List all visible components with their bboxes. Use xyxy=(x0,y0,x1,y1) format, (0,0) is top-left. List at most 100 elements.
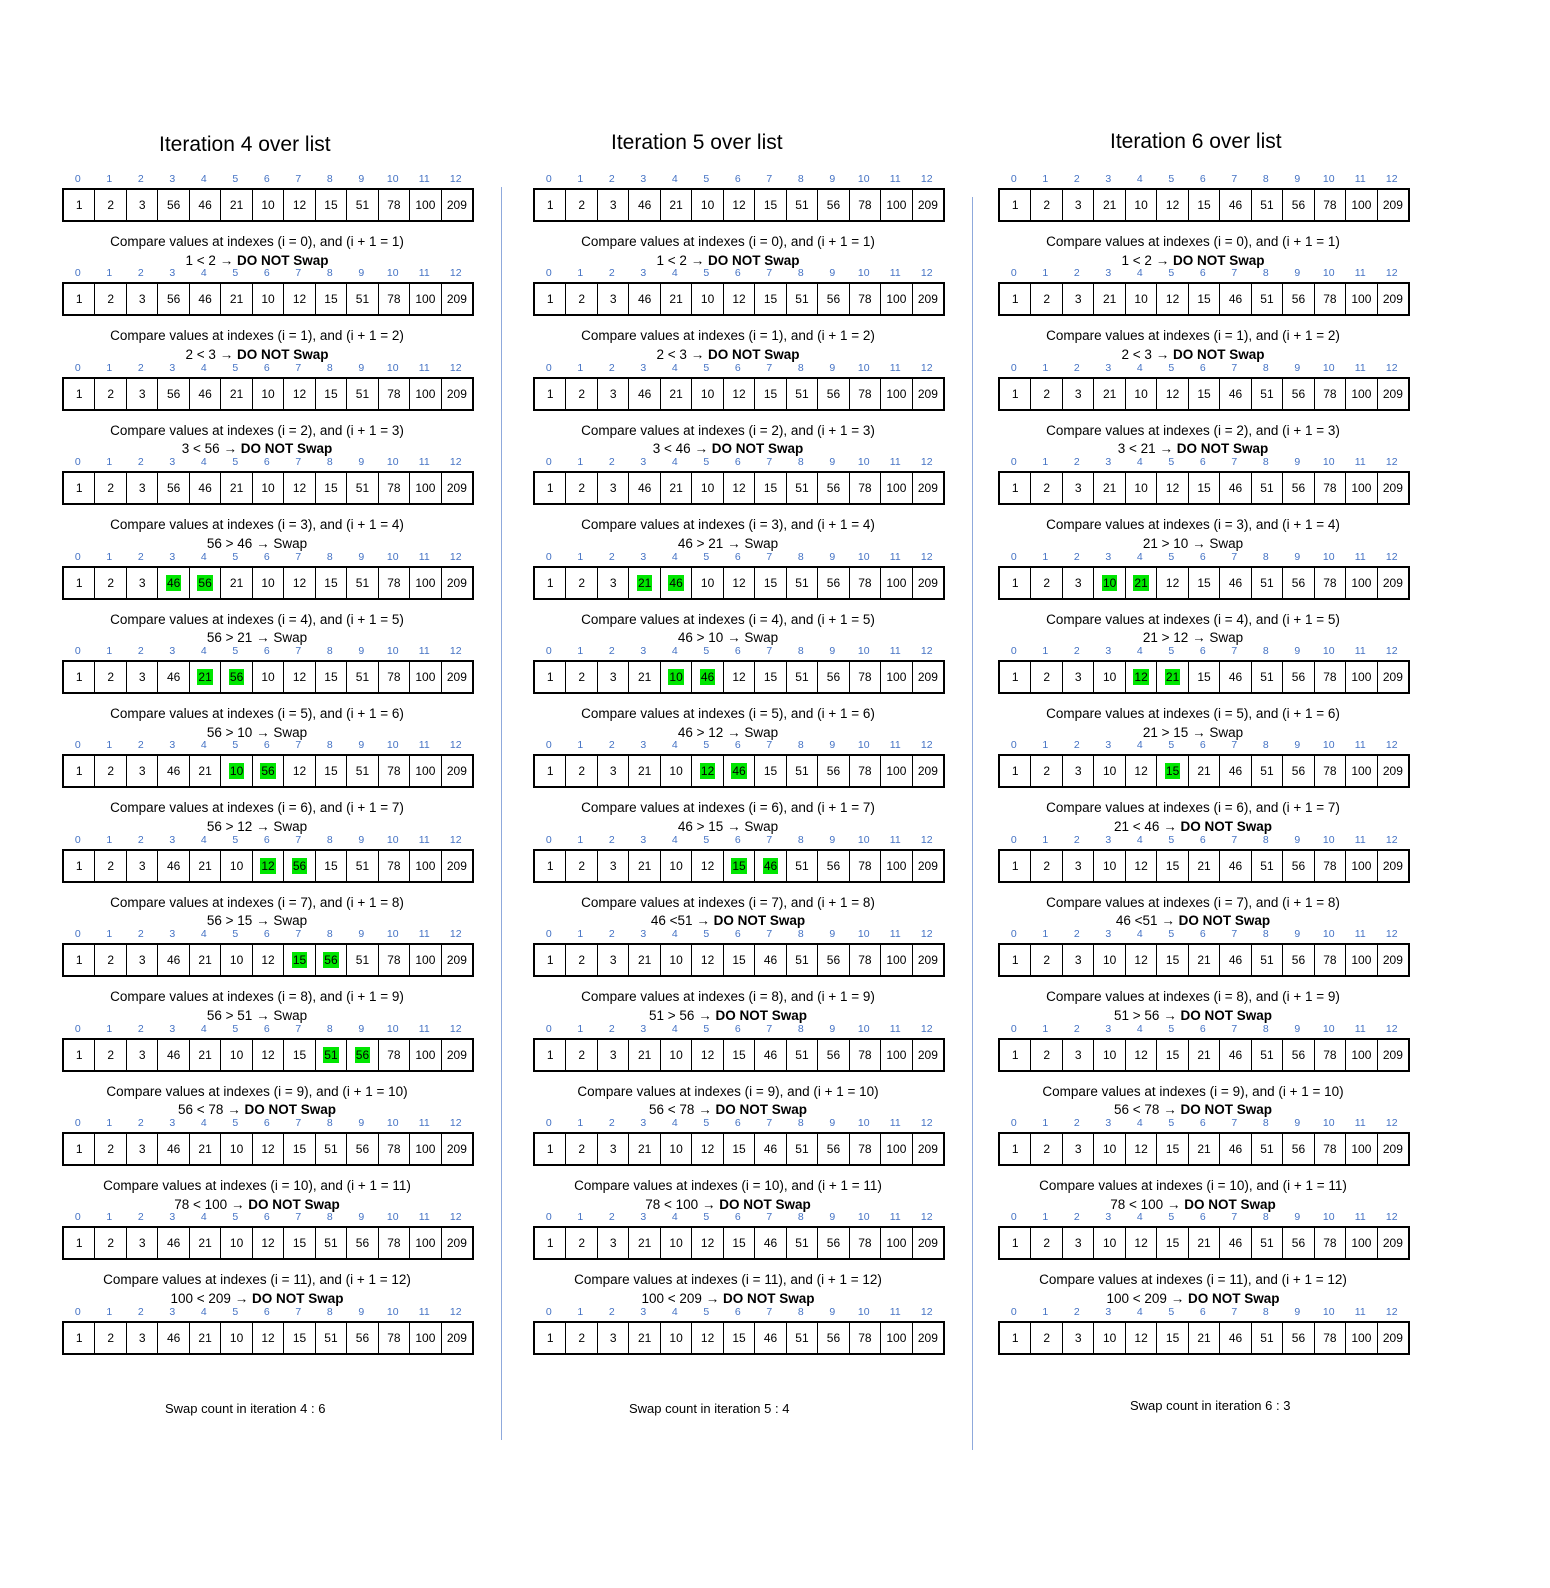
index-label: 3 xyxy=(169,1117,176,1129)
index-label: 5 xyxy=(1168,739,1175,752)
index-label: 8 xyxy=(1262,645,1269,657)
index-label: 6 xyxy=(1199,833,1206,846)
index-label: 11 xyxy=(418,456,430,469)
index-label: 3 xyxy=(1105,1211,1112,1224)
cell-value: 10 xyxy=(261,670,275,684)
index-label: 6 xyxy=(263,928,270,941)
cell-value: 3 xyxy=(138,1142,146,1156)
array-cell: 56 xyxy=(818,473,850,504)
index-label: 1 xyxy=(577,267,584,280)
index-label: 11 xyxy=(1354,456,1366,469)
array-cell: 10 xyxy=(1126,190,1158,220)
array-state: 0 1 2 3 4 5 6 7 8 9 10 11 12 1 2 3 21 10 12 15 46 51 56 78 100 20… xyxy=(998,172,1410,222)
condition-text: 2 < 3 xyxy=(1121,346,1152,362)
cell-value: 21 xyxy=(229,575,244,590)
swap-decision: DO NOT Swap xyxy=(715,1007,807,1023)
array-cell: 2 xyxy=(95,190,127,220)
cell-value: 100 xyxy=(1351,953,1372,968)
array-cell: 10 xyxy=(221,945,253,976)
array-cell: 100 xyxy=(1346,1322,1378,1353)
compare-result-line: 46 > 12 → Swap xyxy=(533,724,923,743)
cell-value: 209 xyxy=(1382,858,1403,873)
array-cell: 10 xyxy=(1094,662,1126,692)
array-cell: 56 xyxy=(347,1134,379,1164)
index-labels: 0 1 2 3 4 5 6 7 8 9 10 11 12 xyxy=(533,172,943,186)
index-label: 7 xyxy=(766,1022,773,1035)
swap-decision: DO NOT Swap xyxy=(707,346,800,362)
array-cell: 51 xyxy=(1252,756,1284,787)
cell-value: 21 xyxy=(636,574,653,591)
array-cell: 3 xyxy=(1063,473,1095,504)
index-label: 10 xyxy=(1322,1305,1335,1318)
cell-value: 1 xyxy=(546,292,554,307)
compare-text: Compare values at indexes (i = 7), and (… xyxy=(110,894,404,910)
swap-decision: DO NOT Swap xyxy=(244,1102,336,1118)
index-label: 6 xyxy=(263,1211,270,1224)
cell-value: 56 xyxy=(1291,292,1306,307)
cell-value: 21 xyxy=(637,764,652,779)
index-label: 6 xyxy=(1199,361,1206,374)
array-row: 1 2 3 46 21 56 10 12 15 51 78 100 209 xyxy=(62,660,474,694)
array-state: 0 1 2 3 4 5 6 7 8 9 10 11 12 1 2 3 46 21 10 12 15 51 56 78 100 20… xyxy=(62,1210,474,1261)
index-label: 7 xyxy=(1231,645,1238,657)
index-label: 10 xyxy=(1322,550,1335,563)
compare-result-line: 46 > 21 → Swap xyxy=(533,535,923,554)
cell-value: 51 xyxy=(355,575,370,590)
array-cell: 1 xyxy=(1000,850,1032,881)
array-cell: 100 xyxy=(1346,567,1378,598)
array-row: 1 2 3 56 46 21 10 12 15 51 78 100 209 xyxy=(62,376,474,411)
cell-value: 209 xyxy=(446,292,467,307)
cell-value: 56 xyxy=(228,669,245,685)
condition-text: 56 > 10 xyxy=(206,724,253,740)
index-labels: 0 1 2 3 4 5 6 7 8 9 10 11 12 xyxy=(62,550,472,564)
cell-value: 21 xyxy=(197,669,213,685)
cell-value: 46 xyxy=(1228,953,1243,968)
index-label: 3 xyxy=(1105,456,1112,469)
array-cell: 21 xyxy=(221,284,253,315)
array-cell: 12 xyxy=(1157,567,1189,598)
cell-value: 51 xyxy=(795,953,809,968)
cell-value: 12 xyxy=(261,1142,275,1156)
index-label: 4 xyxy=(671,1305,678,1318)
index-labels: 0 1 2 3 4 5 6 7 8 9 10 11 12 xyxy=(62,927,472,941)
cell-value: 21 xyxy=(1102,481,1117,496)
index-labels: 0 1 2 3 4 5 6 7 8 9 10 11 12 xyxy=(998,927,1408,941)
index-label: 3 xyxy=(640,550,647,563)
cell-value: 100 xyxy=(415,1330,436,1345)
index-label: 11 xyxy=(889,1211,901,1224)
condition-text: 3 < 46 xyxy=(652,441,691,457)
cell-value: 78 xyxy=(858,386,872,401)
cell-value: 3 xyxy=(609,858,617,873)
cell-value: 100 xyxy=(1351,670,1372,684)
index-label: 10 xyxy=(1322,1211,1335,1224)
index-label: 11 xyxy=(889,550,901,563)
cell-value: 56 xyxy=(355,1236,370,1251)
cell-value: 2 xyxy=(1043,953,1051,968)
index-label: 12 xyxy=(1385,173,1398,185)
index-labels: 0 1 2 3 4 5 6 7 8 9 10 11 12 xyxy=(533,1210,943,1224)
cell-value: 51 xyxy=(355,858,370,873)
index-label: 5 xyxy=(232,361,239,374)
compare-text: Compare values at indexes (i = 10), and … xyxy=(103,1178,411,1193)
index-label: 11 xyxy=(418,173,430,185)
index-label: 11 xyxy=(889,1305,901,1318)
array-cell: 100 xyxy=(410,567,442,598)
array-cell: 78 xyxy=(850,945,882,976)
array-state: 0 1 2 3 4 5 6 7 8 9 10 11 12 1 2 3 21 10 12 15 46 51 56 78 100 20… xyxy=(533,1210,945,1261)
array-cell: 46 xyxy=(1220,850,1252,881)
cell-value: 21 xyxy=(198,1236,212,1251)
index-label: 9 xyxy=(1294,361,1301,374)
index-label: 9 xyxy=(829,1022,836,1035)
cell-value: 15 xyxy=(732,953,746,968)
index-label: 5 xyxy=(1168,456,1175,469)
cell-value: 21 xyxy=(1164,669,1181,685)
compare-caption: Compare values at indexes (i = 7), and (… xyxy=(62,894,452,931)
cell-value: 78 xyxy=(387,1142,401,1156)
array-cell: 3 xyxy=(598,567,630,598)
cell-value: 56 xyxy=(1291,386,1306,401)
index-label: 6 xyxy=(1199,645,1206,657)
index-label: 12 xyxy=(920,550,933,563)
cell-value: 3 xyxy=(1074,1142,1082,1156)
array-cell: 10 xyxy=(221,1039,253,1070)
array-cell: 209 xyxy=(913,1323,943,1353)
